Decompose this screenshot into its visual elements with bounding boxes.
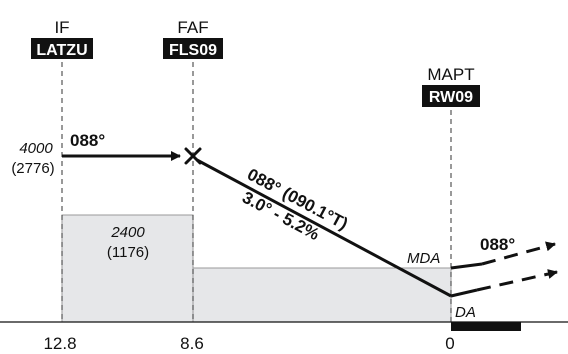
da-missed-dashed (476, 269, 558, 292)
runway-bar (451, 322, 521, 331)
initial-altitude-height: (2776) (11, 160, 54, 177)
if-name: LATZU (36, 42, 87, 59)
final-descent-path (196, 158, 452, 298)
mda-missed-solid (450, 262, 483, 270)
if-name-badge: LATZU (31, 38, 93, 59)
da-missed-solid (450, 288, 478, 298)
msa-block-faf-mapt (192, 267, 452, 323)
if-role-label: IF (54, 18, 69, 37)
da-label: DA (455, 304, 476, 321)
mapt-name: RW09 (429, 89, 473, 106)
faf-name-badge: FLS09 (163, 38, 223, 59)
mapt-name-badge: RW09 (422, 85, 480, 107)
faf-name: FLS09 (169, 42, 217, 59)
msa-block-altitude: 2400 (110, 224, 145, 241)
distance-threshold: 0 (445, 334, 454, 349)
faf-role-label: FAF (177, 18, 208, 37)
mda-missed-dashed (481, 241, 556, 266)
mapt-role-label: MAPT (427, 65, 474, 84)
distance-faf: 8.6 (180, 334, 204, 349)
msa-block-height: (1176) (107, 244, 149, 261)
mda-label: MDA (407, 250, 440, 267)
distance-if: 12.8 (43, 334, 76, 349)
intermediate-course: 088° (70, 131, 105, 150)
msa-block-if-faf (61, 214, 194, 323)
initial-altitude: 4000 (19, 140, 53, 157)
missed-approach-course: 088° (480, 235, 515, 254)
